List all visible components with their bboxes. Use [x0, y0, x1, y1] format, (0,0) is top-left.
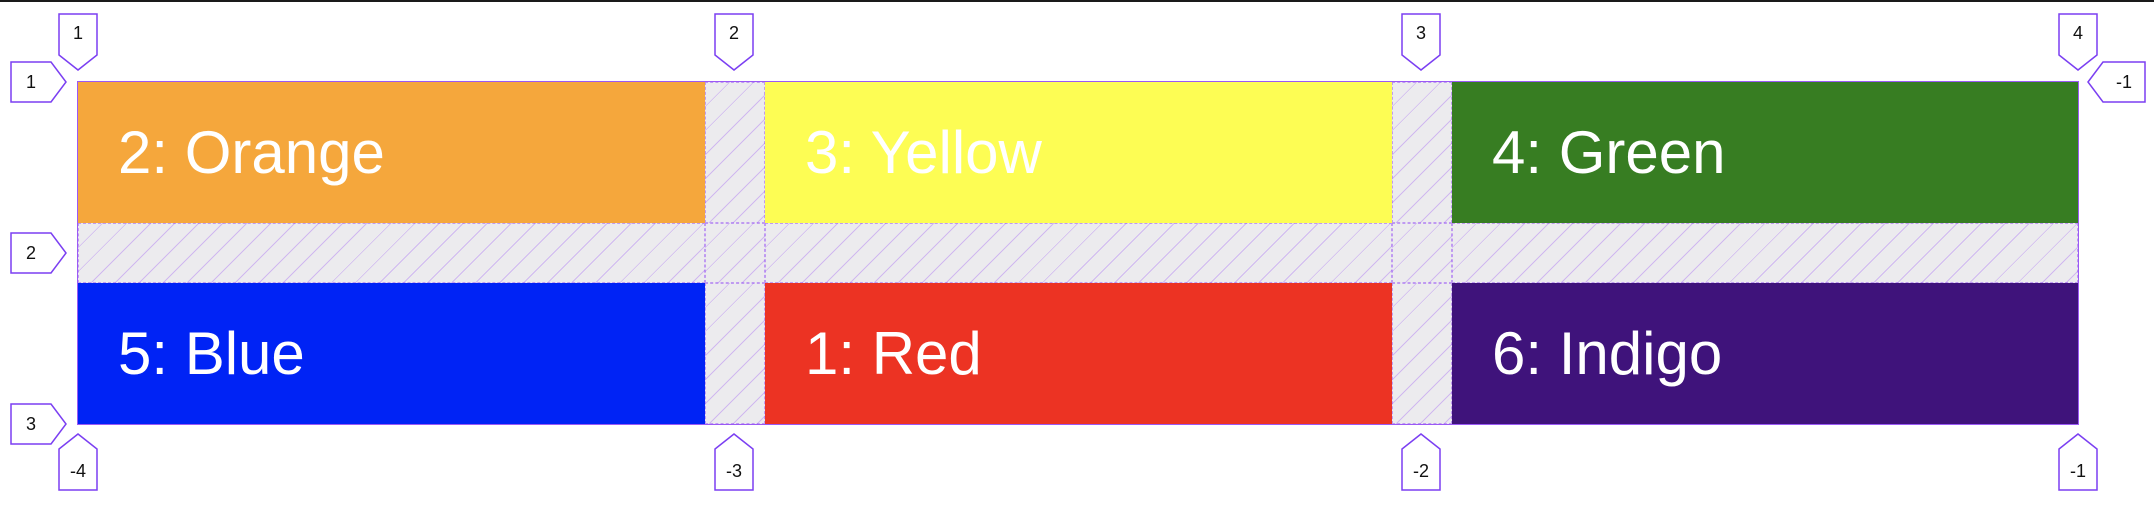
column-line-badge-bottom-1: -4 [58, 433, 98, 491]
svg-text:2: 2 [729, 23, 739, 43]
grid-item-orange[interactable]: 2: Orange [78, 82, 705, 223]
column-line-badge-top-3: 3 [1401, 13, 1441, 71]
top-border [0, 0, 2154, 2]
row-line-badge-right-1: -1 [2087, 61, 2146, 103]
grid-item-blue[interactable]: 5: Blue [78, 283, 705, 424]
column-gap [1392, 82, 1452, 223]
svg-text:1: 1 [26, 72, 36, 92]
svg-text:-4: -4 [70, 461, 86, 481]
svg-text:4: 4 [2073, 23, 2083, 43]
gap-intersection [1392, 223, 1452, 283]
column-line-badge-top-4: 4 [2058, 13, 2098, 71]
svg-text:1: 1 [73, 23, 83, 43]
column-gap [1392, 283, 1452, 424]
grid-item-indigo[interactable]: 6: Indigo [1452, 283, 2078, 424]
svg-text:-1: -1 [2116, 72, 2132, 92]
row-gap [765, 223, 1392, 283]
svg-text:2: 2 [26, 243, 36, 263]
column-line-badge-bottom-3: -2 [1401, 433, 1441, 491]
row-line-badge-left-2: 2 [10, 232, 67, 274]
svg-text:-3: -3 [726, 461, 742, 481]
svg-text:-2: -2 [1413, 461, 1429, 481]
gap-intersection [705, 223, 765, 283]
row-line-badge-left-3: 3 [10, 403, 67, 445]
column-gap [705, 82, 765, 223]
grid-item-red[interactable]: 1: Red [765, 283, 1392, 424]
svg-text:3: 3 [26, 414, 36, 434]
row-gap [1452, 223, 2078, 283]
column-line-badge-bottom-4: -1 [2058, 433, 2098, 491]
grid-item-green[interactable]: 4: Green [1452, 82, 2078, 223]
column-line-badge-bottom-2: -3 [714, 433, 754, 491]
column-line-badge-top-1: 1 [58, 13, 98, 71]
row-gap [78, 223, 705, 283]
css-grid-inspector-overlay: 2: Orange 3: Yellow 4: Green 5: Blue 1: … [77, 81, 2079, 425]
svg-text:3: 3 [1416, 23, 1426, 43]
row-line-badge-left-1: 1 [10, 61, 67, 103]
grid-item-yellow[interactable]: 3: Yellow [765, 82, 1392, 223]
column-gap [705, 283, 765, 424]
column-line-badge-top-2: 2 [714, 13, 754, 71]
svg-text:-1: -1 [2070, 461, 2086, 481]
